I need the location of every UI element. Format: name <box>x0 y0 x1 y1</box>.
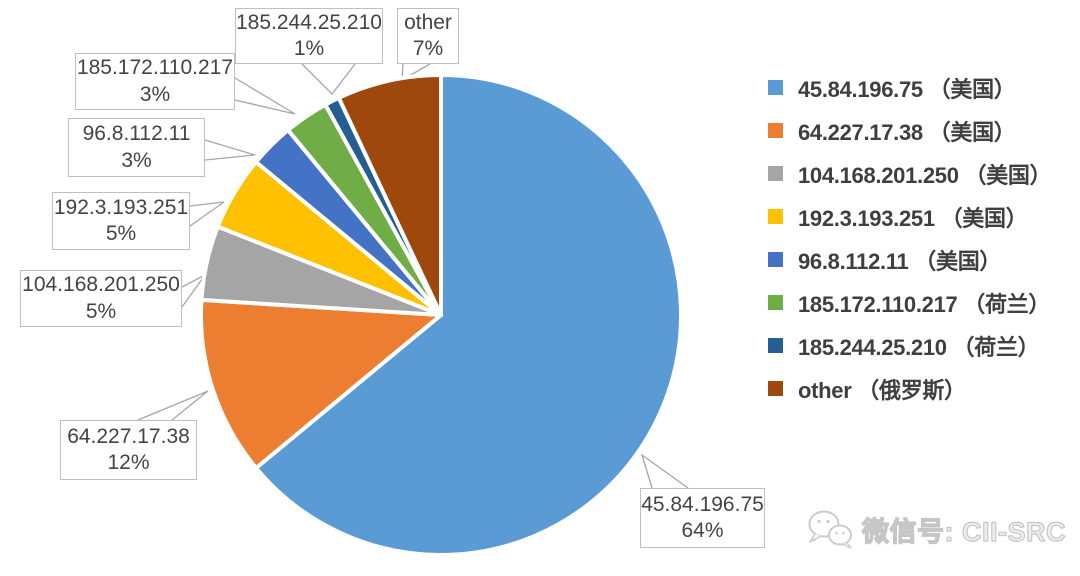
callout-percent-label: 1% <box>293 37 325 60</box>
legend-item-185-172-110-217: 185.172.110.217 （荷兰） <box>768 281 1051 324</box>
legend-label: 104.168.201.250 （美国） <box>798 162 1052 188</box>
callout-percent-label: 5% <box>85 299 117 323</box>
pie-slice-45-84-196-75 <box>254 73 683 557</box>
legend-label: 185.244.25.210 （荷兰） <box>798 334 1040 360</box>
legend-swatch-icon <box>768 381 783 396</box>
legend-item-104-168-201-250: 104.168.201.250 （美国） <box>768 152 1052 195</box>
legend-swatch-icon <box>768 338 783 353</box>
leader-line-1 <box>137 390 209 421</box>
callout-percent-label: 5% <box>105 222 137 245</box>
legend-swatch-icon <box>768 123 783 138</box>
legend-label: 192.3.193.251 （美国） <box>798 205 1028 231</box>
callout-ip-label: 185.172.110.217 <box>76 56 234 80</box>
legend-item-45-84-196-75: 45.84.196.75 （美国） <box>768 66 1051 109</box>
callout-185-244-25-210: 185.244.25.210 1% <box>235 8 383 64</box>
chart-legend: 45.84.196.75 （美国） 64.227.17.38 （美国） 104.… <box>768 66 1052 410</box>
callout-ip-label: 64.227.17.38 <box>67 424 190 448</box>
callout-ip-label: 192.3.193.251 <box>53 195 189 219</box>
legend-swatch-icon <box>768 295 783 310</box>
callout-104-168-201-250: 104.168.201.250 5% <box>20 270 182 327</box>
legend-item-other: other （俄罗斯） <box>768 367 1051 410</box>
callout-185-172-110-217: 185.172.110.217 3% <box>75 53 235 110</box>
leader-line-0 <box>640 453 689 489</box>
legend-item-192-3-193-251: 192.3.193.251 （美国） <box>768 195 1051 238</box>
leader-line-6 <box>301 63 356 95</box>
leader-line-4 <box>204 139 256 161</box>
legend-swatch-icon <box>768 252 783 267</box>
callout-ip-label: 185.244.25.210 <box>236 10 382 34</box>
legend-label: 64.227.17.38 （美国） <box>798 119 1016 145</box>
callout-ip-label: 104.168.201.250 <box>22 273 180 297</box>
legend-label: 45.84.196.75 （美国） <box>798 76 1016 102</box>
callout-percent-label: 64% <box>681 519 724 542</box>
callout-ip-label: other <box>404 10 452 34</box>
pie-slices <box>199 73 683 557</box>
legend-label: 185.172.110.217 （荷兰） <box>798 291 1051 317</box>
callout-leader-lines <box>137 63 689 489</box>
callout-192-3-193-251: 192.3.193.251 5% <box>52 192 190 250</box>
legend-item-64-227-17-38: 64.227.17.38 （美国） <box>768 109 1051 152</box>
callout-ip-label: 45.84.196.75 <box>641 492 764 516</box>
callout-64-227-17-38: 64.227.17.38 12% <box>60 420 197 480</box>
callout-45-84-196-75: 45.84.196.75 64% <box>640 488 765 548</box>
callout-percent-label: 12% <box>107 451 150 474</box>
legend-item-96-8-112-11: 96.8.112.11 （美国） <box>768 238 1051 281</box>
legend-swatch-icon <box>768 166 783 181</box>
leader-line-5 <box>234 77 296 115</box>
legend-swatch-icon <box>768 80 783 95</box>
wechat-icon <box>808 510 852 549</box>
legend-swatch-icon <box>768 209 783 224</box>
callout-other: other 7% <box>397 8 459 64</box>
watermark: 微信号: CII-SRC <box>806 508 1066 550</box>
callout-percent-label: 3% <box>121 148 152 172</box>
legend-label: 96.8.112.11 （美国） <box>798 248 1002 274</box>
pie-slice-64-227-17-38 <box>199 297 443 470</box>
pie-slice-other <box>336 73 443 317</box>
watermark-text: 微信号: CII-SRC <box>861 516 1066 547</box>
callout-percent-label: 3% <box>139 82 171 106</box>
leader-line-3 <box>189 201 225 227</box>
callout-ip-label: 96.8.112.11 <box>82 122 191 146</box>
legend-label: other （俄罗斯） <box>798 377 966 403</box>
callout-percent-label: 7% <box>412 37 444 60</box>
legend-item-185-244-25-210: 185.244.25.210 （荷兰） <box>768 324 1051 367</box>
callout-96-8-112-11: 96.8.112.11 3% <box>68 118 205 177</box>
